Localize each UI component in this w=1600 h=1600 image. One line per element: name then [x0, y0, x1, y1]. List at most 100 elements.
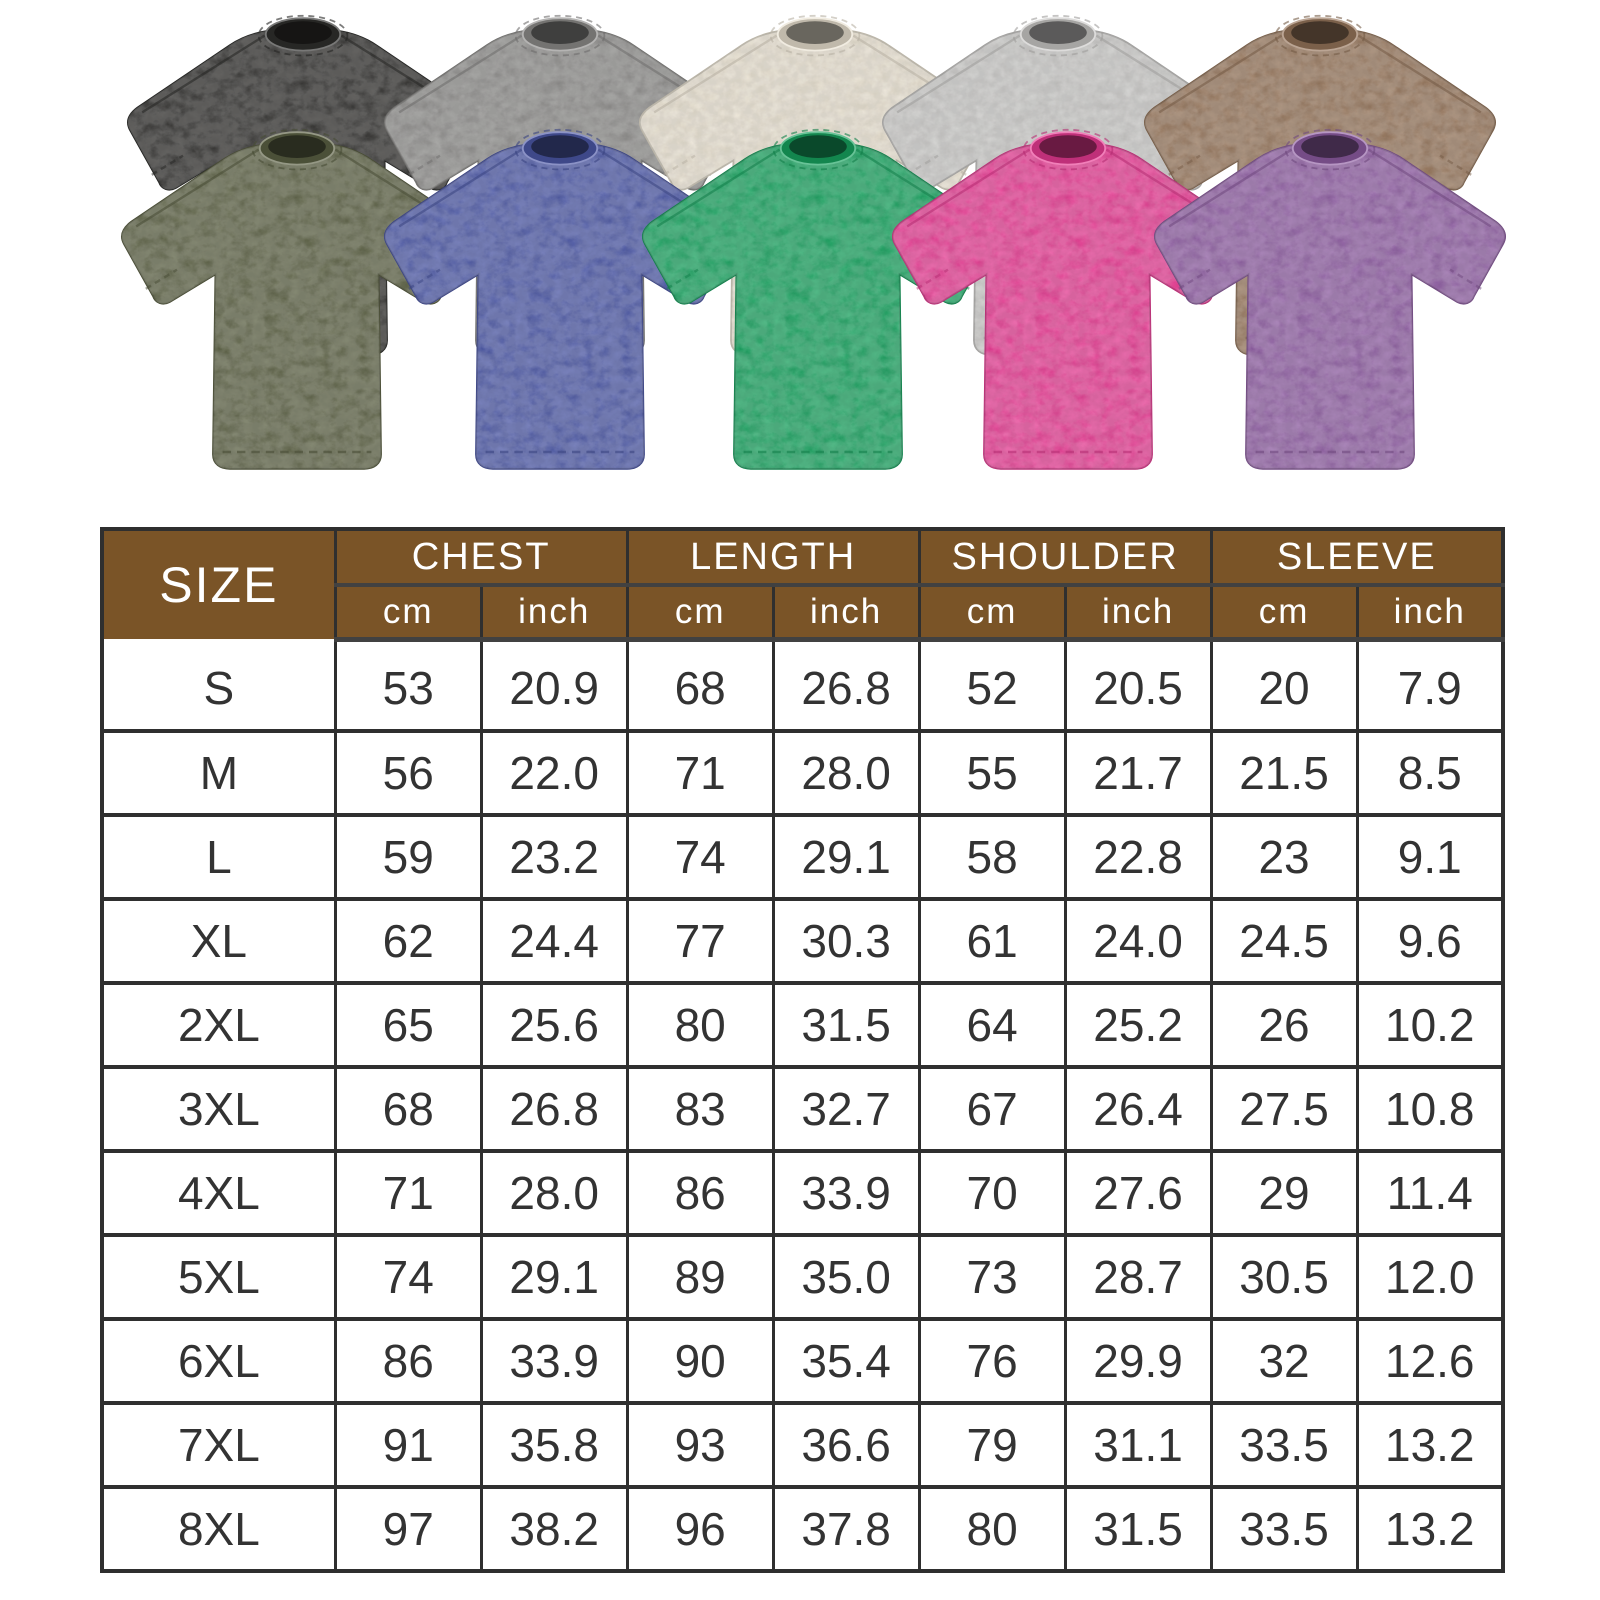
size-label: S [100, 647, 337, 733]
measurement-sleeve-in: 12.0 [1355, 1235, 1505, 1321]
measurement-sleeve-cm: 21.5 [1209, 731, 1359, 817]
measurement-sleeve-in: 13.2 [1355, 1487, 1505, 1573]
measurement-sleeve-in: 9.1 [1355, 815, 1505, 901]
measurement-shoulder-in: 27.6 [1063, 1151, 1213, 1237]
measurement-shoulder-cm: 79 [917, 1403, 1067, 1489]
measurement-shoulder-in: 21.7 [1063, 731, 1213, 817]
measurement-length-cm: 71 [625, 731, 775, 817]
measurement-length-cm: 77 [625, 899, 775, 985]
measurement-shoulder-in: 20.5 [1063, 647, 1213, 733]
chest-inch-header: inch [479, 585, 629, 642]
size-row-XL: XL 62 24.4 77 30.3 61 24.0 24.5 9.6 [100, 899, 1505, 985]
measurement-length-cm: 90 [625, 1319, 775, 1405]
measurement-chest-in: 38.2 [479, 1487, 629, 1573]
size-row-S: S 53 20.9 68 26.8 52 20.5 20 7.9 [100, 647, 1505, 733]
size-label: 3XL [100, 1067, 337, 1153]
measurement-length-cm: 74 [625, 815, 775, 901]
header-gap-cell [1209, 639, 1359, 647]
measurement-length-in: 36.6 [771, 1403, 921, 1489]
measurement-length-in: 29.1 [771, 815, 921, 901]
size-row-5XL: 5XL 74 29.1 89 35.0 73 28.7 30.5 12.0 [100, 1235, 1505, 1321]
header-gap-cell [100, 639, 337, 647]
measurement-shoulder-in: 22.8 [1063, 815, 1213, 901]
measurement-shoulder-cm: 67 [917, 1067, 1067, 1153]
measurement-sleeve-in: 8.5 [1355, 731, 1505, 817]
measurement-shoulder-in: 25.2 [1063, 983, 1213, 1069]
measurement-sleeve-cm: 29 [1209, 1151, 1359, 1237]
shoulder-group-header: SHOULDER [917, 529, 1213, 587]
measurement-length-in: 26.8 [771, 647, 921, 733]
sleeve-cm-header: cm [1209, 585, 1359, 642]
header-gap-cell [625, 639, 775, 647]
measurement-shoulder-cm: 55 [917, 731, 1067, 817]
measurement-length-cm: 80 [625, 983, 775, 1069]
chest-cm-header: cm [333, 585, 483, 642]
header-gap-cell [479, 639, 629, 647]
measurement-length-in: 31.5 [771, 983, 921, 1069]
measurement-shoulder-cm: 58 [917, 815, 1067, 901]
header-gap-cell [1355, 639, 1505, 647]
measurement-length-in: 32.7 [771, 1067, 921, 1153]
measurement-length-cm: 93 [625, 1403, 775, 1489]
measurement-sleeve-cm: 32 [1209, 1319, 1359, 1405]
length-inch-header: inch [771, 585, 921, 642]
size-label: 2XL [100, 983, 337, 1069]
header-gap-cell [771, 639, 921, 647]
header-gap-cell [1063, 639, 1213, 647]
measurement-sleeve-cm: 24.5 [1209, 899, 1359, 985]
measurement-length-cm: 83 [625, 1067, 775, 1153]
measurement-chest-cm: 62 [333, 899, 483, 985]
size-label: 5XL [100, 1235, 337, 1321]
size-chart-table: SIZE CHEST LENGTH SHOULDER SLEEVE cm inc… [100, 527, 1505, 1573]
measurement-length-cm: 86 [625, 1151, 775, 1237]
measurement-sleeve-cm: 23 [1209, 815, 1359, 901]
sleeve-group-header: SLEEVE [1209, 529, 1505, 587]
washed-purple-shirt-graphic [1153, 128, 1507, 470]
measurement-length-in: 35.4 [771, 1319, 921, 1405]
measurement-sleeve-in: 10.2 [1355, 983, 1505, 1069]
measurement-shoulder-in: 26.4 [1063, 1067, 1213, 1153]
chest-group-header: CHEST [333, 529, 629, 587]
measurement-chest-cm: 56 [333, 731, 483, 817]
measurement-sleeve-in: 11.4 [1355, 1151, 1505, 1237]
measurement-shoulder-cm: 76 [917, 1319, 1067, 1405]
length-group-header: LENGTH [625, 529, 921, 587]
size-row-7XL: 7XL 91 35.8 93 36.6 79 31.1 33.5 13.2 [100, 1403, 1505, 1489]
measurement-shoulder-in: 24.0 [1063, 899, 1213, 985]
size-chart-header: SIZE CHEST LENGTH SHOULDER SLEEVE cm inc… [100, 529, 1505, 642]
measurement-chest-in: 23.2 [479, 815, 629, 901]
measurement-chest-cm: 71 [333, 1151, 483, 1237]
size-row-6XL: 6XL 86 33.9 90 35.4 76 29.9 32 12.6 [100, 1319, 1505, 1405]
measurement-sleeve-in: 7.9 [1355, 647, 1505, 733]
measurement-chest-in: 29.1 [479, 1235, 629, 1321]
shoulder-inch-header: inch [1063, 585, 1213, 642]
washed-army-green-shirt-graphic [120, 128, 474, 470]
measurement-chest-in: 20.9 [479, 647, 629, 733]
size-row-8XL: 8XL 97 38.2 96 37.8 80 31.5 33.5 13.2 [100, 1487, 1505, 1573]
size-label: L [100, 815, 337, 901]
measurement-sleeve-cm: 27.5 [1209, 1067, 1359, 1153]
size-row-M: M 56 22.0 71 28.0 55 21.7 21.5 8.5 [100, 731, 1505, 817]
measurement-shoulder-cm: 73 [917, 1235, 1067, 1321]
measurement-chest-cm: 91 [333, 1403, 483, 1489]
measurement-shoulder-cm: 70 [917, 1151, 1067, 1237]
measurement-length-in: 35.0 [771, 1235, 921, 1321]
measurement-chest-cm: 86 [333, 1319, 483, 1405]
measurement-chest-in: 35.8 [479, 1403, 629, 1489]
measurement-length-in: 33.9 [771, 1151, 921, 1237]
size-label: M [100, 731, 337, 817]
measurement-chest-in: 24.4 [479, 899, 629, 985]
measurement-chest-in: 22.0 [479, 731, 629, 817]
measurement-shoulder-in: 28.7 [1063, 1235, 1213, 1321]
measurement-shoulder-cm: 64 [917, 983, 1067, 1069]
measurement-chest-cm: 97 [333, 1487, 483, 1573]
measurement-length-in: 30.3 [771, 899, 921, 985]
size-label: 4XL [100, 1151, 337, 1237]
measurement-shoulder-cm: 80 [917, 1487, 1067, 1573]
measurement-sleeve-cm: 30.5 [1209, 1235, 1359, 1321]
measurement-chest-in: 25.6 [479, 983, 629, 1069]
measurement-chest-in: 33.9 [479, 1319, 629, 1405]
measurement-shoulder-in: 31.1 [1063, 1403, 1213, 1489]
sleeve-inch-header: inch [1355, 585, 1505, 642]
size-row-3XL: 3XL 68 26.8 83 32.7 67 26.4 27.5 10.8 [100, 1067, 1505, 1153]
